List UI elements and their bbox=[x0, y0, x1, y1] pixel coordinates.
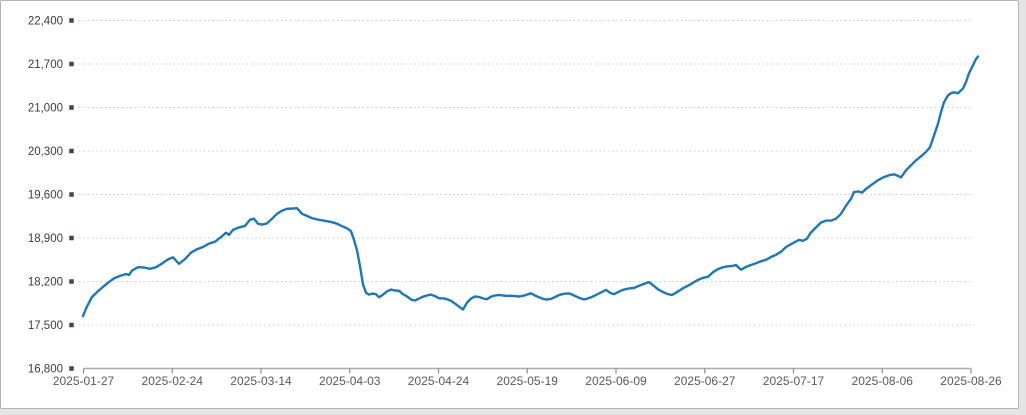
y-tick-marker-icon bbox=[69, 61, 74, 67]
x-axis-label: 2025-01-27 bbox=[53, 374, 115, 388]
y-axis-label: 17,500 bbox=[28, 320, 63, 332]
y-tick-marker-icon bbox=[69, 366, 74, 371]
y-tick-marker-icon bbox=[69, 322, 74, 328]
x-axis-label: 2025-04-24 bbox=[408, 374, 470, 388]
y-axis-label: 18,200 bbox=[28, 277, 63, 289]
y-axis-label: 20,300 bbox=[28, 146, 63, 158]
y-axis-label: 21,700 bbox=[28, 59, 63, 71]
y-tick-marker-icon bbox=[69, 279, 74, 284]
y-axis-label: 22,400 bbox=[28, 16, 63, 28]
y-axis-label: 18,900 bbox=[28, 233, 63, 245]
x-axis-label: 2025-06-09 bbox=[585, 374, 647, 388]
x-axis-label: 2025-06-27 bbox=[674, 374, 736, 388]
x-axis-label: 2025-04-03 bbox=[319, 374, 381, 388]
y-tick-marker-icon bbox=[69, 105, 74, 110]
y-axis-label: 16,800 bbox=[28, 364, 63, 376]
x-axis-label: 2025-03-14 bbox=[230, 374, 292, 388]
chart-card: 16,800 17,500 18,200 18,900 19,600 20,300 21,0… bbox=[0, 0, 1019, 409]
line-chart: 16,800 17,500 18,200 18,900 19,600 20,300 21,0… bbox=[28, 16, 1002, 389]
x-axis-label: 2025-05-19 bbox=[497, 374, 559, 388]
y-tick-marker-icon bbox=[69, 235, 74, 241]
x-axis-label: 2025-02-24 bbox=[142, 374, 204, 388]
x-axis-label: 2025-07-17 bbox=[763, 374, 825, 388]
y-tick-marker-icon bbox=[69, 18, 74, 23]
y-axis-label: 21,000 bbox=[28, 103, 63, 115]
series-line-index-value bbox=[81, 55, 980, 318]
x-axis-label: 2025-08-06 bbox=[852, 374, 914, 388]
y-tick-marker-icon bbox=[69, 148, 74, 154]
y-axis-label: 19,600 bbox=[28, 190, 63, 202]
y-tick-marker-icon bbox=[69, 192, 74, 197]
x-axis-label: 2025-08-26 bbox=[940, 374, 1002, 388]
